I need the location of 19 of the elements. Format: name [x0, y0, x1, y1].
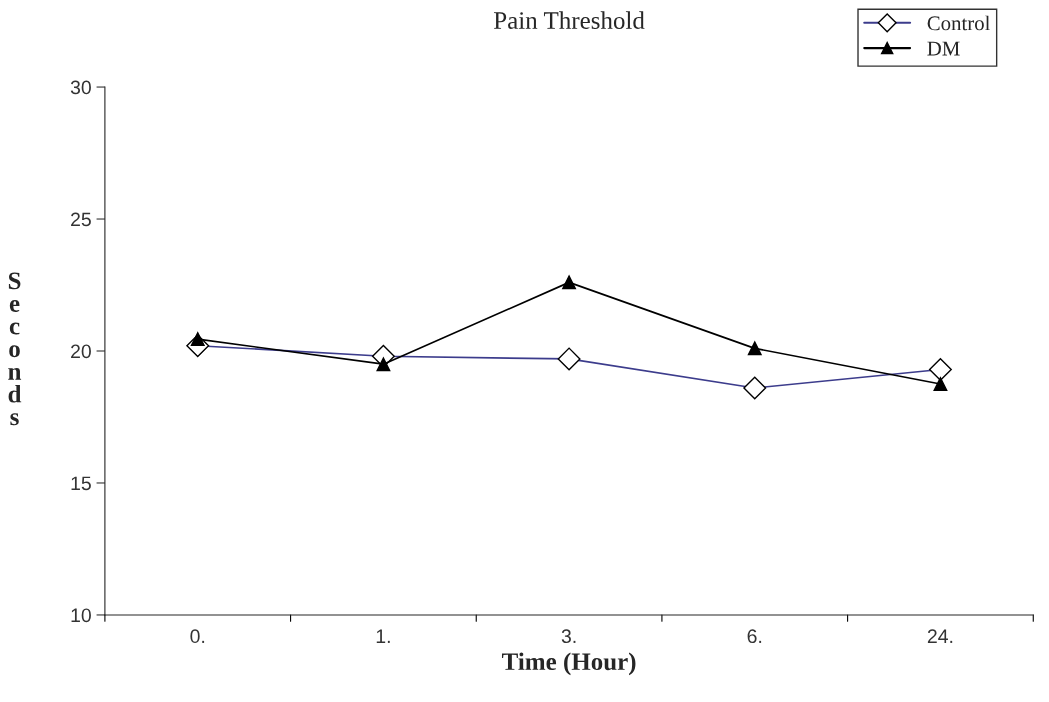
chart-title: Pain Threshold [493, 11, 645, 29]
legend-label: DM [927, 41, 960, 56]
y-tick-label: 15 [71, 476, 91, 491]
y-tick-label: 25 [71, 212, 91, 227]
y-axis-title: Seconds [8, 272, 22, 426]
x-tick-label: 24. [927, 629, 953, 643]
point [562, 275, 577, 290]
x-tick-label: 1. [376, 629, 390, 643]
y-tick-label: 30 [70, 80, 91, 95]
y-tick-label: 20 [71, 344, 91, 359]
point [747, 341, 762, 356]
point [376, 357, 391, 372]
x-tick-label: 0. [190, 629, 205, 644]
point [933, 377, 948, 391]
legend-label: Control [927, 15, 990, 31]
x-tick-label: 3. [561, 629, 576, 644]
y-tick-label: 10 [71, 608, 91, 623]
x-axis-title: Time (Hour) [502, 652, 636, 676]
x-tick-label: 6. [747, 629, 762, 644]
